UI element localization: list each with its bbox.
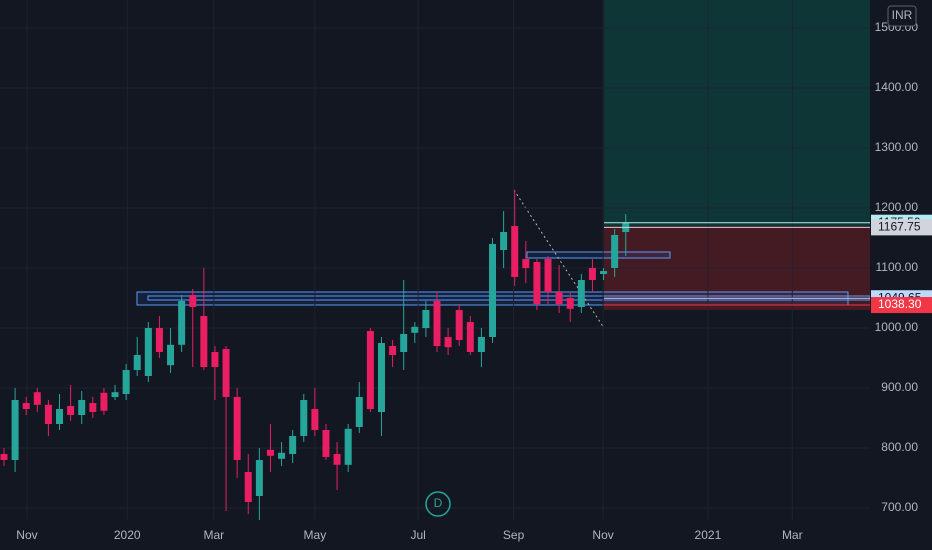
y-tick-label: 700.00 (881, 500, 918, 514)
price-tag-label: 1167.75 (878, 220, 921, 234)
x-tick-label: Nov (16, 528, 37, 542)
candle-body (555, 292, 563, 305)
candle-body (300, 400, 308, 437)
y-tick-label: 1200.00 (875, 200, 919, 214)
candle-body (477, 337, 485, 353)
candle-body (167, 344, 175, 366)
x-tick-label: Sep (503, 528, 525, 542)
candle-body (33, 392, 41, 405)
zone-rect (526, 251, 671, 259)
candle-body (455, 310, 463, 341)
candle-body (500, 232, 508, 251)
y-tick-label: 1300.00 (875, 140, 919, 154)
y-tick-label: 1400.00 (875, 80, 919, 94)
currency-box (887, 5, 917, 27)
candle-body (289, 436, 297, 455)
candle-body (377, 343, 385, 413)
price-axis (870, 0, 932, 550)
x-tick-label: 2020 (114, 528, 141, 542)
candle-body (333, 454, 341, 465)
candle-body (78, 400, 86, 416)
candle-body (56, 409, 64, 425)
candle-body (588, 268, 596, 281)
y-tick-label: 1100.00 (876, 260, 919, 274)
price-tag-label: 1038.30 (878, 297, 922, 311)
x-tick-label: Nov (592, 528, 613, 542)
candle-body (189, 295, 197, 308)
interval-badge (425, 491, 451, 517)
candle-body (233, 397, 241, 461)
candle-body (533, 262, 541, 305)
candle-body (444, 337, 452, 348)
candle-body (200, 316, 208, 368)
candle-body (322, 430, 330, 458)
candle-body (400, 334, 408, 353)
candle-body (100, 392, 108, 411)
candle-body (22, 403, 30, 410)
candle-body (422, 310, 430, 329)
candle-body (600, 271, 608, 275)
x-tick-label: Mar (204, 528, 225, 542)
x-tick-label: Mar (782, 528, 803, 542)
x-tick-label: May (304, 528, 327, 542)
candle-body (411, 326, 419, 333)
candle-body (278, 452, 286, 459)
candle-body (355, 397, 363, 428)
candle-body (89, 403, 97, 413)
candle-body (67, 406, 75, 416)
candle-body (544, 259, 552, 293)
candle-body (433, 301, 441, 347)
candle-body (511, 226, 519, 278)
price-tag (871, 297, 932, 314)
interval: D (434, 496, 443, 510)
currency: INR (892, 8, 913, 22)
candle-body (466, 322, 474, 353)
profit-zone (604, 0, 870, 226)
candle-body (577, 280, 585, 308)
y-tick-label: 800.00 (881, 440, 918, 454)
candle-body (0, 454, 8, 461)
candle-body (389, 346, 397, 356)
candle-body (566, 298, 574, 309)
candle-body (111, 392, 119, 398)
candle-body (44, 404, 52, 425)
candle-body (222, 349, 230, 398)
candle-body (178, 301, 186, 345)
y-tick-label: 1000.00 (875, 320, 919, 334)
price-tag (871, 219, 932, 236)
candle-body (133, 355, 141, 371)
candle-body (11, 400, 19, 461)
candle-body (122, 370, 130, 395)
candle-body (611, 235, 619, 269)
candle-body (211, 352, 219, 368)
candle-body (144, 328, 152, 377)
x-tick-label: 2021 (695, 528, 722, 542)
candle-body (155, 328, 163, 353)
candle-body (266, 449, 274, 456)
x-tick-label: Jul (410, 528, 425, 542)
candle-body (244, 472, 252, 503)
y-tick-label: 900.00 (881, 380, 918, 394)
candle-body (255, 460, 263, 497)
candle-body (311, 409, 319, 431)
candle-body (344, 428, 352, 465)
candle-body (522, 259, 530, 269)
candle-body (489, 244, 497, 338)
candle-body (366, 331, 374, 410)
